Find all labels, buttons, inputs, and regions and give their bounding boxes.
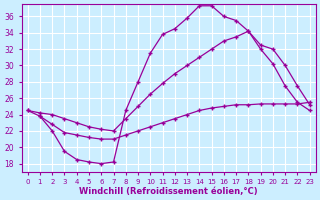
X-axis label: Windchill (Refroidissement éolien,°C): Windchill (Refroidissement éolien,°C) (79, 187, 258, 196)
